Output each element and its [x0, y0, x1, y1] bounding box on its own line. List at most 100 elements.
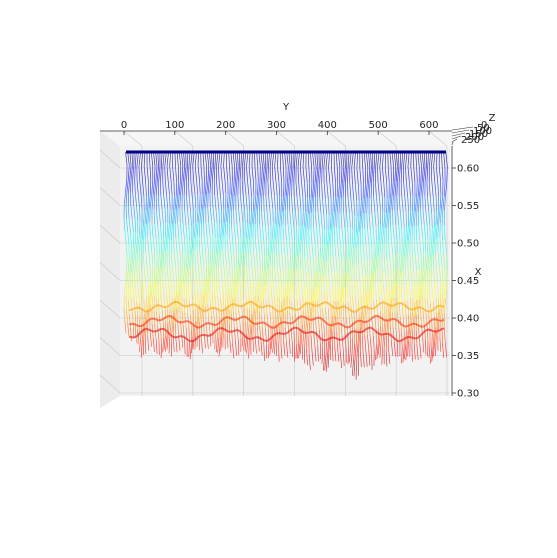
x-tick-label: 0.40: [457, 314, 479, 325]
surface-line: [140, 240, 143, 255]
surface-line: [140, 294, 143, 309]
surface-line: [152, 237, 155, 253]
surface-line: [178, 151, 182, 167]
surface-line: [332, 226, 334, 242]
surface-line: [197, 151, 199, 166]
surface-line: [349, 317, 351, 333]
surface-line: [253, 308, 256, 324]
surface-line: [221, 180, 224, 195]
surface-line: [223, 165, 226, 180]
surface-line: [291, 271, 294, 287]
surface-line: [353, 248, 356, 265]
surface-line: [252, 337, 254, 352]
surface-line: [241, 279, 244, 294]
surface-line: [173, 237, 175, 252]
surface-line: [316, 271, 319, 287]
surface-line: [301, 224, 304, 239]
surface-line: [257, 337, 260, 352]
surface-line: [317, 300, 319, 315]
surface-line: [250, 253, 253, 268]
surface-line: [230, 151, 233, 167]
surface-line: [312, 196, 315, 212]
surface-line: [239, 251, 242, 267]
surface-line: [172, 166, 175, 182]
surface-line: [167, 278, 170, 293]
surface-line: [290, 225, 293, 240]
surface-line: [271, 166, 274, 181]
surface-line: [175, 338, 178, 353]
surface-line: [257, 237, 260, 252]
surface-line: [137, 234, 140, 249]
surface-line: [169, 194, 171, 209]
surface-line: [380, 225, 383, 241]
surface-line: [161, 209, 164, 224]
surface-line: [398, 224, 401, 240]
surface-line: [347, 349, 349, 365]
surface-line: [330, 255, 332, 271]
surface-line: [140, 194, 143, 210]
surface-line: [187, 254, 190, 270]
surface-line: [196, 180, 199, 195]
surface-line: [351, 167, 353, 184]
surface-line: [287, 254, 289, 270]
surface-line: [263, 166, 267, 182]
surface-line: [162, 151, 165, 167]
surface-line: [255, 195, 258, 210]
surface-line: [299, 166, 302, 181]
surface-line: [293, 299, 296, 315]
surface-line: [194, 166, 197, 181]
surface-line: [328, 229, 331, 245]
surface-line: [194, 151, 197, 167]
surface-line: [192, 334, 195, 349]
surface-line: [214, 252, 217, 267]
surface-line: [188, 285, 190, 301]
surface-line: [278, 226, 280, 242]
surface-line: [156, 311, 158, 326]
surface-line: [157, 299, 160, 314]
surface-line: [313, 181, 316, 197]
surface-line: [313, 331, 316, 347]
surface-line: [284, 225, 287, 241]
surface-line: [396, 283, 398, 298]
surface-line: [306, 349, 308, 366]
surface-line: [163, 236, 166, 251]
surface-line: [316, 226, 319, 242]
surface-line: [248, 269, 251, 285]
surface-line: [441, 166, 444, 181]
surface-line: [217, 238, 220, 253]
surface-line: [151, 223, 154, 238]
surface-line: [284, 195, 287, 211]
surface-line: [357, 330, 360, 348]
surface-line: [325, 246, 328, 262]
surface-line: [397, 166, 400, 182]
surface-line: [394, 181, 397, 196]
surface-line: [173, 209, 176, 224]
surface-line: [428, 240, 431, 255]
surface-line: [276, 224, 279, 240]
surface-line: [304, 227, 306, 243]
surface-line: [186, 166, 188, 182]
surface-line: [329, 321, 332, 337]
surface-line: [395, 268, 398, 284]
surface-line: [185, 254, 188, 270]
surface-line: [362, 321, 364, 337]
surface-line: [373, 151, 376, 167]
surface-line: [215, 237, 218, 253]
surface-line: [164, 208, 167, 223]
surface-line: [235, 210, 238, 225]
surface-line: [394, 166, 397, 182]
surface-line: [307, 258, 310, 274]
surface-line: [154, 251, 156, 267]
surface-line: [352, 295, 355, 312]
surface-line: [169, 267, 172, 282]
surface-line: [353, 360, 356, 377]
surface-line: [356, 282, 359, 299]
surface-line: [421, 166, 424, 181]
surface-line: [368, 214, 371, 230]
surface-line: [443, 151, 446, 167]
surface-line: [338, 181, 341, 197]
surface-line: [269, 278, 272, 293]
surface-line: [317, 211, 320, 227]
surface-line: [395, 151, 398, 167]
surface-line: [432, 331, 435, 347]
